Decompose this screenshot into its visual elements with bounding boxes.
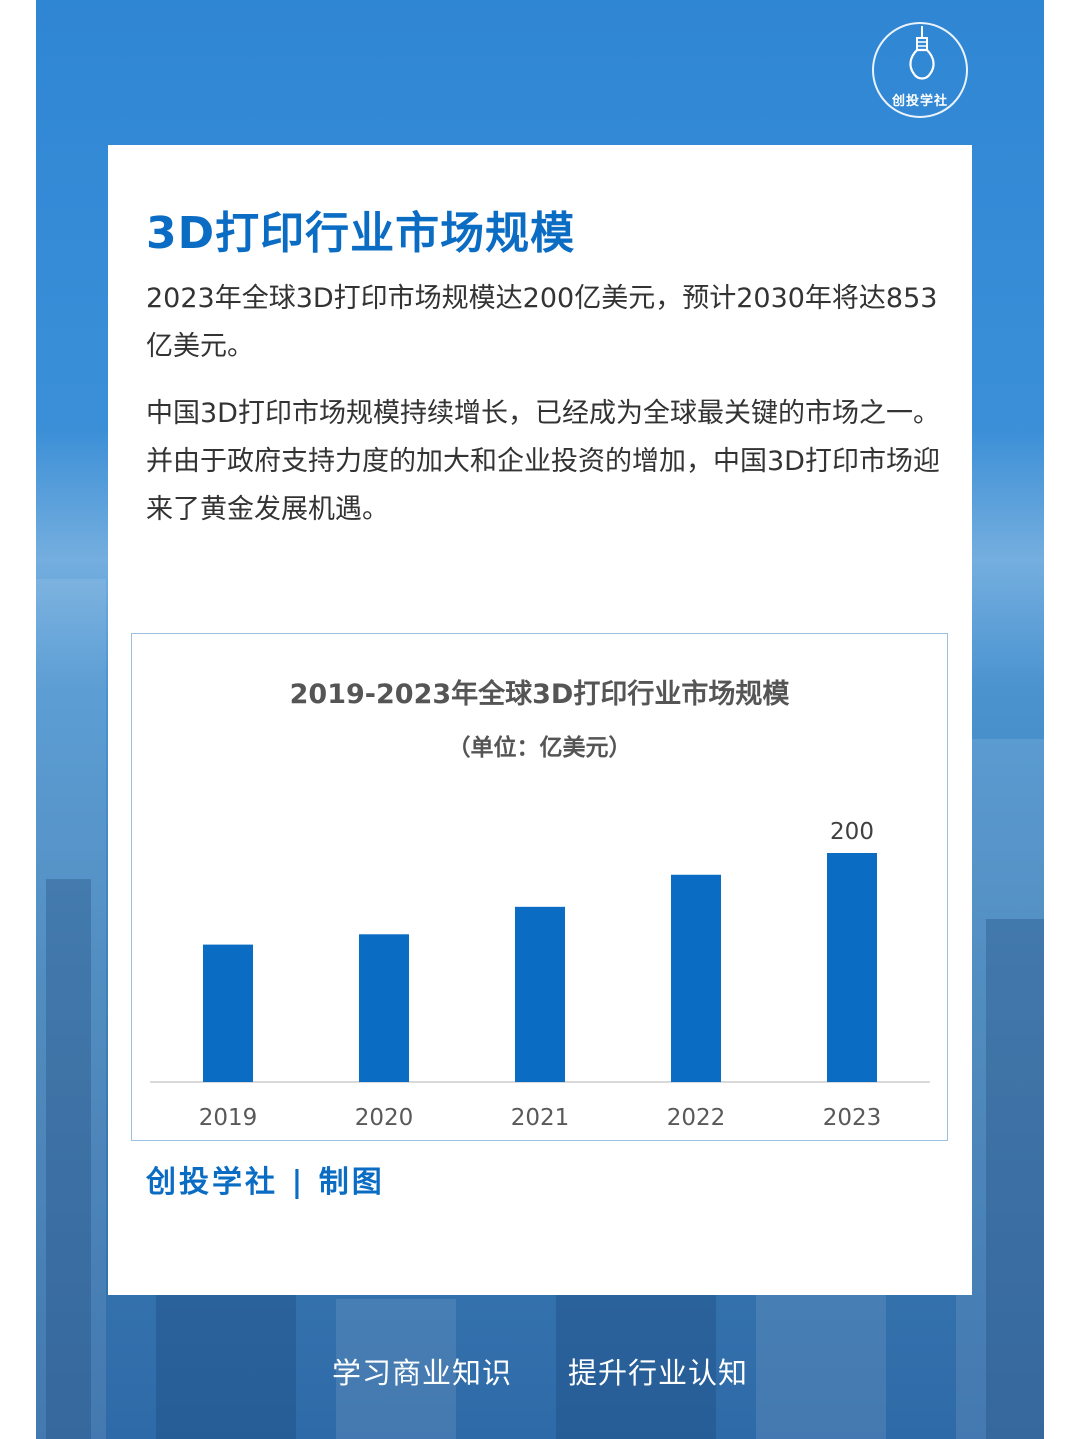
bar-chart: 2019-2023年全球3D打印行业市场规模 （单位：亿美元） 2019 2020…	[131, 633, 948, 1141]
x-tick-label: 2020	[355, 1105, 414, 1131]
footer-slogan-left: 学习商业知识	[331, 1356, 512, 1390]
bar-2021	[515, 906, 565, 1082]
x-tick-label: 2022	[667, 1105, 726, 1131]
page-title: 3D打印行业市场规模	[146, 208, 576, 259]
bar-2022	[671, 874, 721, 1082]
building-shape	[986, 919, 1044, 1439]
building-shape	[36, 579, 106, 1439]
chart-unit-subtitle: （单位：亿美元）	[447, 735, 632, 761]
building-shape	[556, 1279, 716, 1439]
bar-2019	[203, 944, 253, 1082]
logo-text: 创投学社	[891, 94, 948, 109]
footer-slogan-right: 提升行业认知	[568, 1356, 749, 1390]
building-shape	[46, 879, 91, 1439]
bar-2023	[827, 853, 877, 1082]
x-tick-label: 2019	[199, 1105, 258, 1131]
x-tick-label: 2023	[823, 1105, 882, 1131]
brand-logo: 创投学社	[872, 22, 968, 118]
data-label: 200	[830, 819, 874, 845]
content-card: 3D打印行业市场规模 2023年全球3D打印市场规模达200亿美元，预计2030…	[108, 145, 972, 1295]
chart-title: 2019-2023年全球3D打印行业市场规模	[289, 679, 790, 710]
china-paragraph: 中国3D打印市场规模持续增长，已经成为全球最关键的市场之一。并由于政府支持力度的…	[146, 398, 940, 525]
bar-2020	[359, 934, 409, 1082]
intro-paragraph: 2023年全球3D打印市场规模达200亿美元，预计2030年将达853亿美元。	[146, 283, 938, 362]
footer-slogan: 学习商业知识 提升行业认知	[0, 1350, 1080, 1392]
chart-plot: 2019 2020 2021 2022 2023 200	[150, 819, 930, 1131]
lightbulb-icon	[909, 26, 935, 80]
x-tick-label: 2021	[511, 1105, 570, 1131]
building-shape	[336, 1299, 456, 1439]
chart-credit: 创投学社 | 制图	[146, 1165, 385, 1200]
bars-group: 2019 2020 2021 2022 2023 200	[199, 819, 882, 1131]
